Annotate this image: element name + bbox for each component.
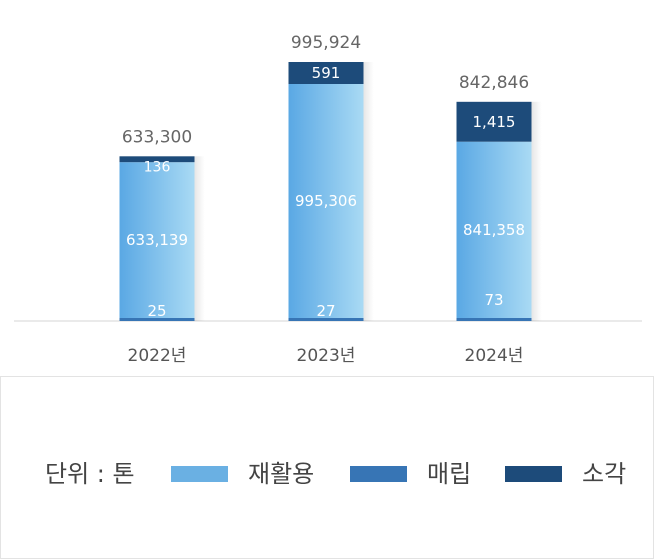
total-label: 633,300 — [122, 127, 192, 147]
x-tick-label: 2023년 — [297, 346, 356, 366]
legend-label-incinerate: 소각 — [582, 460, 627, 488]
bar-shadow — [363, 62, 374, 321]
bar-segment-recycle — [119, 162, 195, 318]
data-label-recycle: 633,139 — [126, 231, 188, 249]
legend-label-recycle: 재활용 — [248, 460, 315, 488]
bar-segment-landfill — [119, 318, 195, 321]
bar-segment-incinerate — [288, 62, 364, 84]
bar-shadow — [194, 156, 205, 321]
x-tick-label: 2024년 — [465, 346, 524, 366]
legend-swatch-incinerate — [505, 466, 562, 482]
data-label-landfill: 73 — [484, 291, 503, 309]
bar-segment-recycle — [288, 84, 364, 318]
total-label: 995,924 — [291, 33, 361, 53]
chart-svg: 136 633,139 25 633,300 2022년 591 995,306 27 995,… — [14, 33, 642, 366]
data-label-incinerate: 136 — [144, 159, 171, 175]
total-label: 842,846 — [459, 73, 529, 93]
data-label-incinerate: 591 — [312, 64, 341, 82]
bar-segment-landfill — [288, 318, 364, 321]
data-label-recycle: 841,358 — [463, 221, 525, 239]
data-label-landfill: 25 — [147, 302, 166, 320]
x-tick-label: 2022년 — [128, 346, 187, 366]
stacked-bar-chart: 136 633,139 25 633,300 2022년 591 995,306 27 995,… — [14, 33, 642, 366]
bar-segment-landfill — [456, 318, 532, 321]
bar-shadow — [531, 101, 542, 321]
data-label-recycle: 995,306 — [295, 192, 357, 210]
bar-segment-incinerate — [456, 101, 532, 142]
legend-label-landfill: 매립 — [427, 460, 472, 488]
unit-label: 단위 : 톤 — [45, 460, 135, 488]
bar-segment-recycle — [456, 141, 532, 318]
bar-segment-incinerate — [119, 156, 195, 163]
data-label-incinerate: 1,415 — [473, 113, 516, 131]
legend-swatch-landfill — [350, 466, 407, 482]
legend-swatch-recycle — [171, 466, 228, 482]
data-label-landfill: 27 — [316, 302, 335, 320]
